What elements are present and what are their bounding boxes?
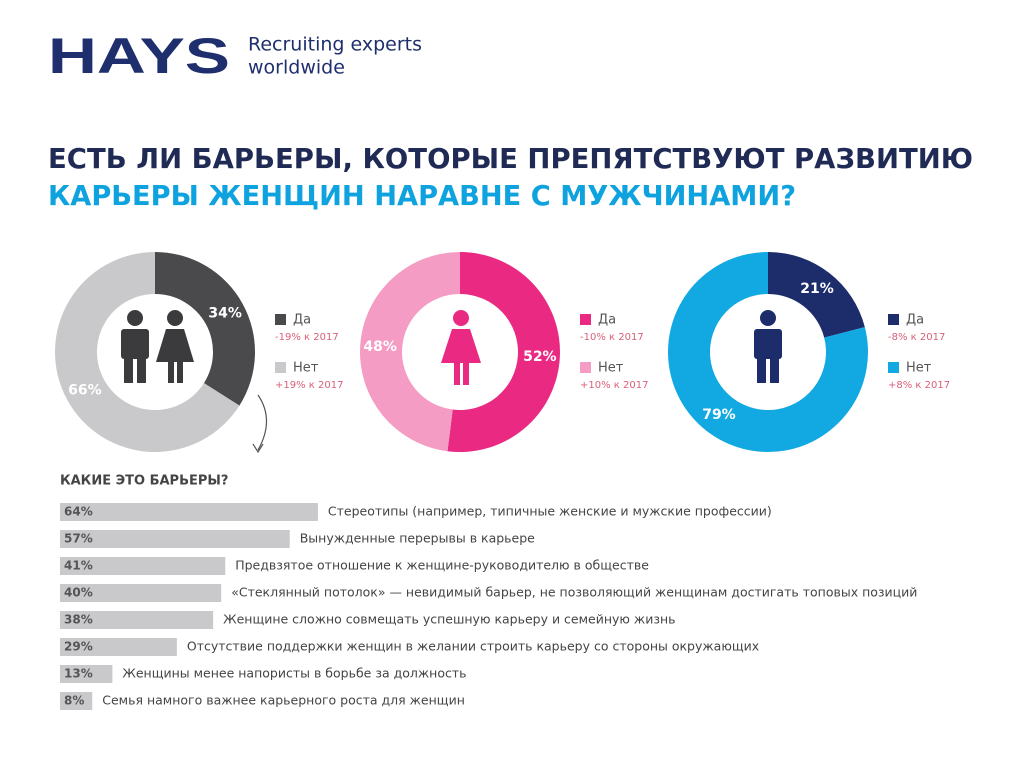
value-label: 57% <box>64 532 93 546</box>
value-label: 38% <box>64 613 93 627</box>
category-label: Семья намного важнее карьерного роста дл… <box>102 693 465 708</box>
logo-tagline: Recruiting experts <box>248 34 422 56</box>
bar-chart-title: КАКИЕ ЭТО БАРЬЕРЫ? <box>60 474 228 489</box>
value-label: 21% <box>800 281 834 297</box>
title: КАРЬЕРЫ ЖЕНЩИН НАРАВНЕ С МУЖЧИНАМИ? <box>48 179 796 212</box>
bar <box>60 638 177 656</box>
legend-note: +8% к 2017 <box>888 380 950 391</box>
legend-label: Нет <box>293 361 319 376</box>
value-label: 34% <box>208 305 242 321</box>
icon-couple <box>121 310 194 383</box>
bar <box>60 665 113 683</box>
value-label: 29% <box>64 640 93 654</box>
value-label: 40% <box>64 586 93 600</box>
value-label: 41% <box>64 559 93 573</box>
category-label: Предвзятое отношение к женщине-руководит… <box>235 558 649 573</box>
bar <box>60 557 226 575</box>
donut-segment <box>668 252 868 452</box>
category-label: Женщине сложно совмещать успешную карьер… <box>223 612 675 627</box>
bar <box>60 584 222 602</box>
legend-note: -19% к 2017 <box>275 332 339 343</box>
legend-note: -10% к 2017 <box>580 332 644 343</box>
category-label: Стереотипы (например, типичные женские и… <box>328 504 772 519</box>
title: ЕСТЬ ЛИ БАРЬЕРЫ, КОТОРЫЕ ПРЕПЯТСТВУЮТ РА… <box>48 142 973 175</box>
value-label: 79% <box>702 407 736 423</box>
legend-label: Нет <box>906 361 932 376</box>
value-label: 66% <box>68 383 102 399</box>
legend-swatch <box>580 362 591 373</box>
icon-man <box>754 310 782 383</box>
legend-note: -8% к 2017 <box>888 332 945 343</box>
legend-label: Да <box>598 313 616 328</box>
arrow <box>257 394 268 451</box>
legend-note: +10% к 2017 <box>580 380 648 391</box>
bar <box>60 692 93 710</box>
donut-segment <box>447 252 561 452</box>
arrow-head <box>252 443 264 454</box>
legend-swatch <box>888 314 899 325</box>
category-label: Женщины менее напористы в борьбе за долж… <box>122 666 466 681</box>
legend-swatch <box>275 362 286 373</box>
donut-segment <box>54 252 240 452</box>
legend-swatch <box>888 362 899 373</box>
value-label: 8% <box>64 694 84 708</box>
donut-segment <box>155 252 255 406</box>
category-label: «Стеклянный потолок» — невидимый барьер,… <box>231 585 917 600</box>
legend-label: Нет <box>598 361 624 376</box>
legend-label: Да <box>906 313 924 328</box>
value-label: 52% <box>523 349 557 365</box>
bar <box>60 503 318 521</box>
icon-woman <box>441 310 481 385</box>
value-label: 13% <box>64 667 93 681</box>
logo-tagline: worldwide <box>248 57 345 79</box>
legend-swatch <box>275 314 286 325</box>
legend-swatch <box>580 314 591 325</box>
value-label: 48% <box>363 339 397 355</box>
bar <box>60 530 290 548</box>
donut-segment <box>360 252 460 452</box>
value-label: 64% <box>64 505 93 519</box>
category-label: Отсутствие поддержки женщин в желании ст… <box>187 639 759 654</box>
donut-segment <box>768 252 865 338</box>
category-label: Вынужденные перерывы в карьере <box>300 531 535 546</box>
legend-note: +19% к 2017 <box>275 380 343 391</box>
bar <box>60 611 214 629</box>
logo: HAYS <box>48 28 230 84</box>
legend-label: Да <box>293 313 311 328</box>
